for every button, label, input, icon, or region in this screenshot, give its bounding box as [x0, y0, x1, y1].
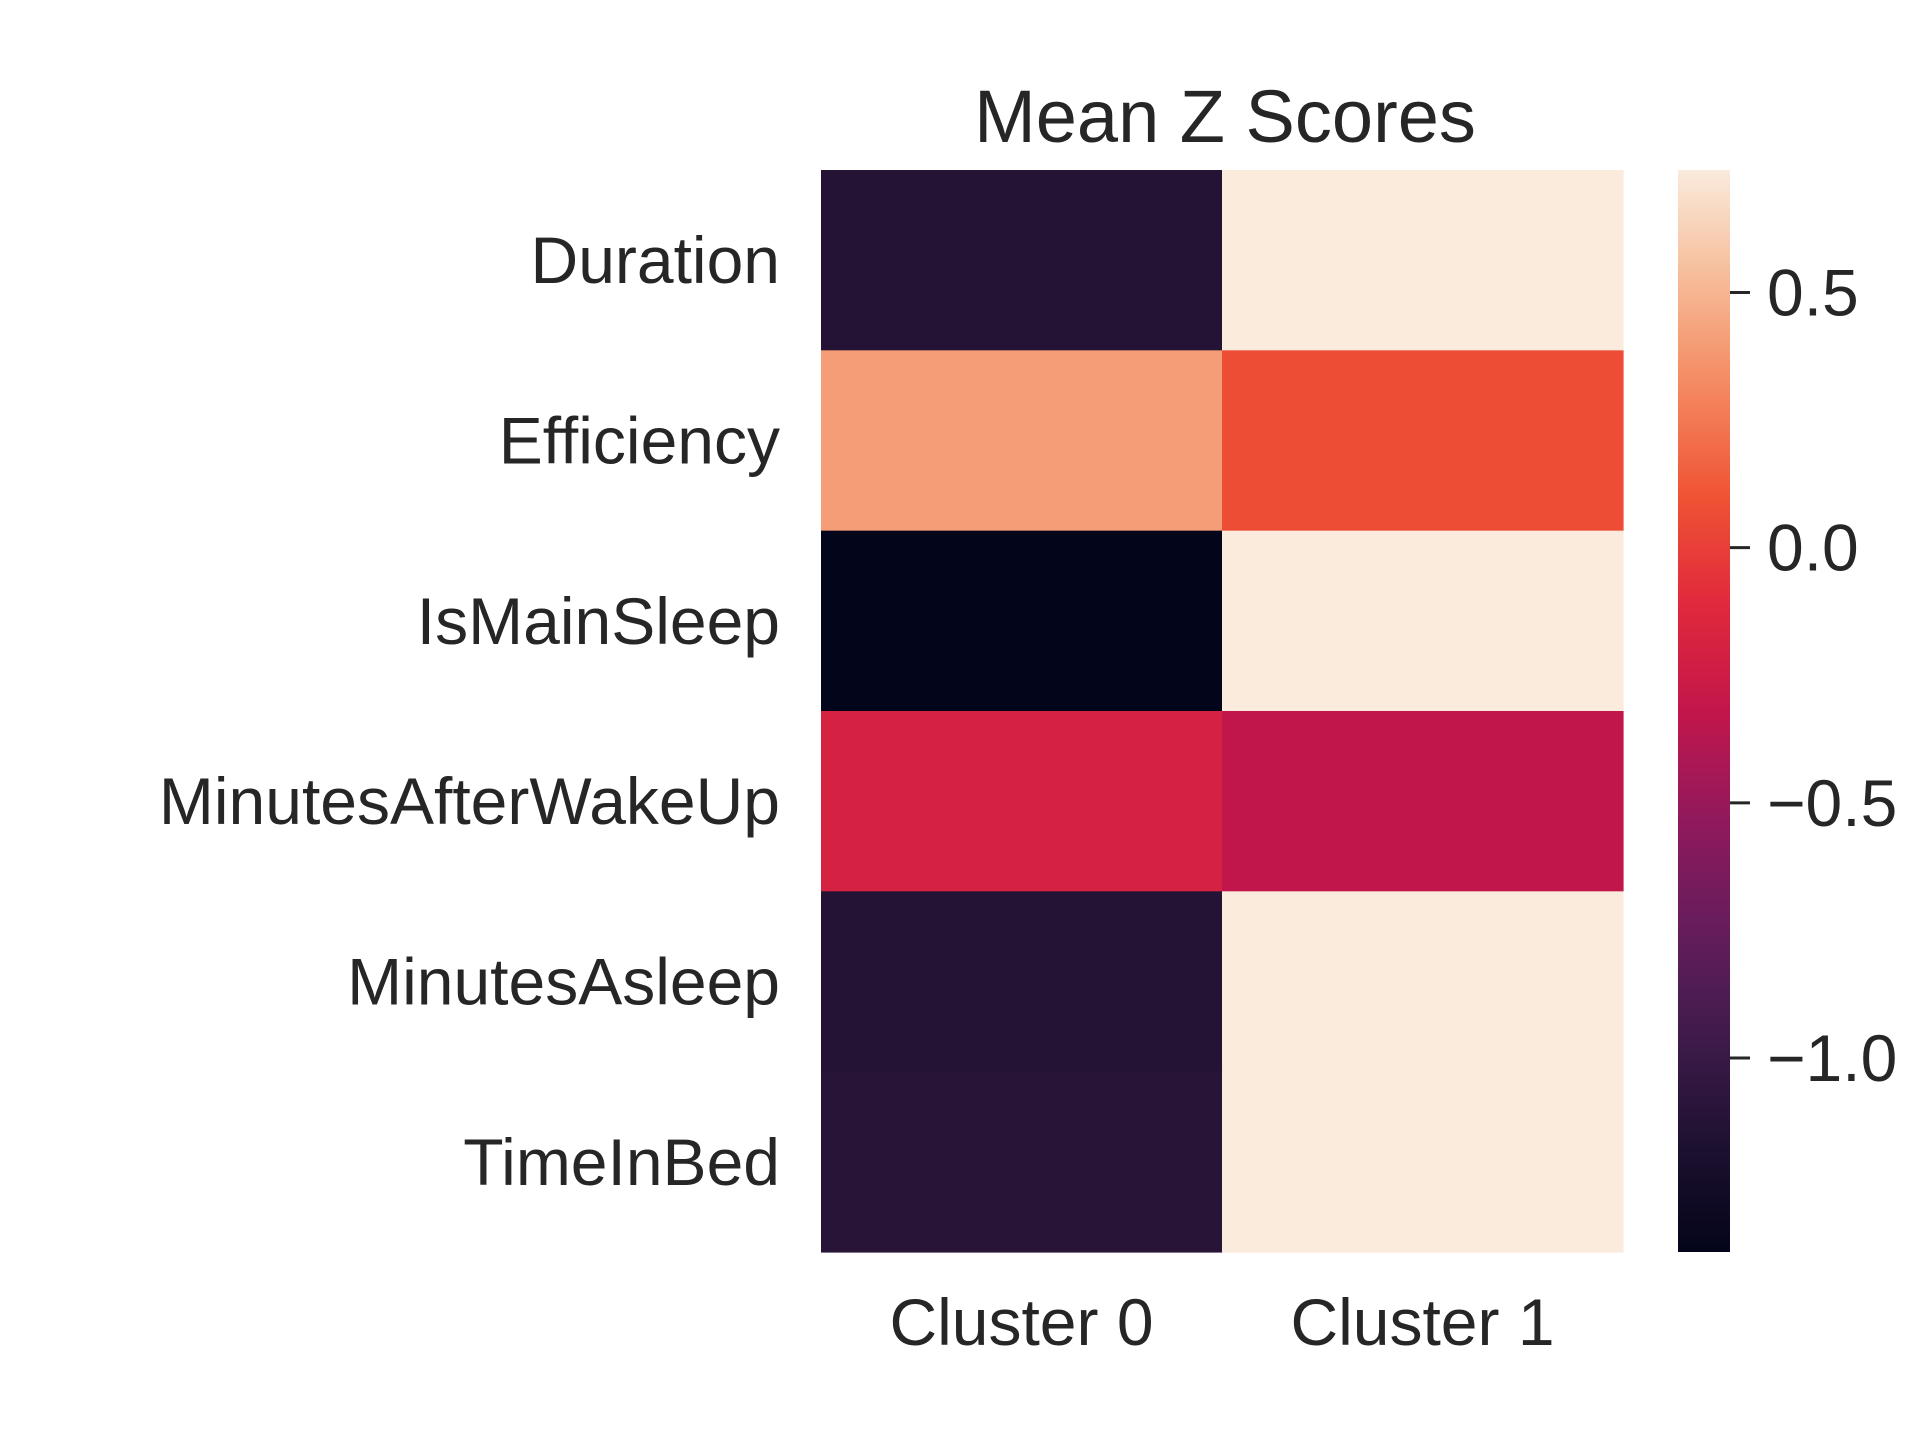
heatmap-cell [1222, 350, 1624, 532]
column-label: Cluster 0 [889, 1285, 1153, 1359]
heatmap-cell [821, 1071, 1223, 1253]
colorbar [1678, 170, 1730, 1252]
heatmap-cell [821, 530, 1223, 712]
row-label: Duration [531, 223, 780, 297]
column-labels: Cluster 0 Cluster 1 [889, 1285, 1554, 1359]
colorbar-tick-label: −0.5 [1767, 766, 1897, 840]
heatmap-cell [1222, 710, 1624, 892]
heatmap-cell [1222, 170, 1624, 351]
row-labels: Duration Efficiency IsMainSleep MinutesAfte… [159, 223, 780, 1199]
colorbar-ticks: 0.5 0.0 −0.5 −1.0 [1730, 255, 1897, 1095]
row-label: IsMainSleep [417, 584, 780, 658]
row-label: TimeInBed [463, 1125, 780, 1199]
heatmap-cell [821, 891, 1223, 1073]
colorbar-tick-label: 0.0 [1767, 511, 1859, 585]
colorbar-tick-label: 0.5 [1767, 255, 1859, 329]
row-label: Efficiency [499, 403, 780, 477]
heatmap-cell [1222, 891, 1624, 1073]
row-label: MinutesAsleep [347, 944, 780, 1018]
column-label: Cluster 1 [1290, 1285, 1554, 1359]
colorbar-tick-label: −1.0 [1767, 1021, 1897, 1095]
heatmap-cells [821, 170, 1624, 1253]
heatmap-cell [1222, 530, 1624, 712]
row-label: MinutesAfterWakeUp [159, 764, 780, 838]
heatmap-cell [821, 170, 1223, 351]
heatmap-cell [1222, 1071, 1624, 1253]
heatmap-cell [821, 350, 1223, 532]
heatmap-cell [821, 710, 1223, 892]
chart-title: Mean Z Scores [974, 75, 1476, 158]
